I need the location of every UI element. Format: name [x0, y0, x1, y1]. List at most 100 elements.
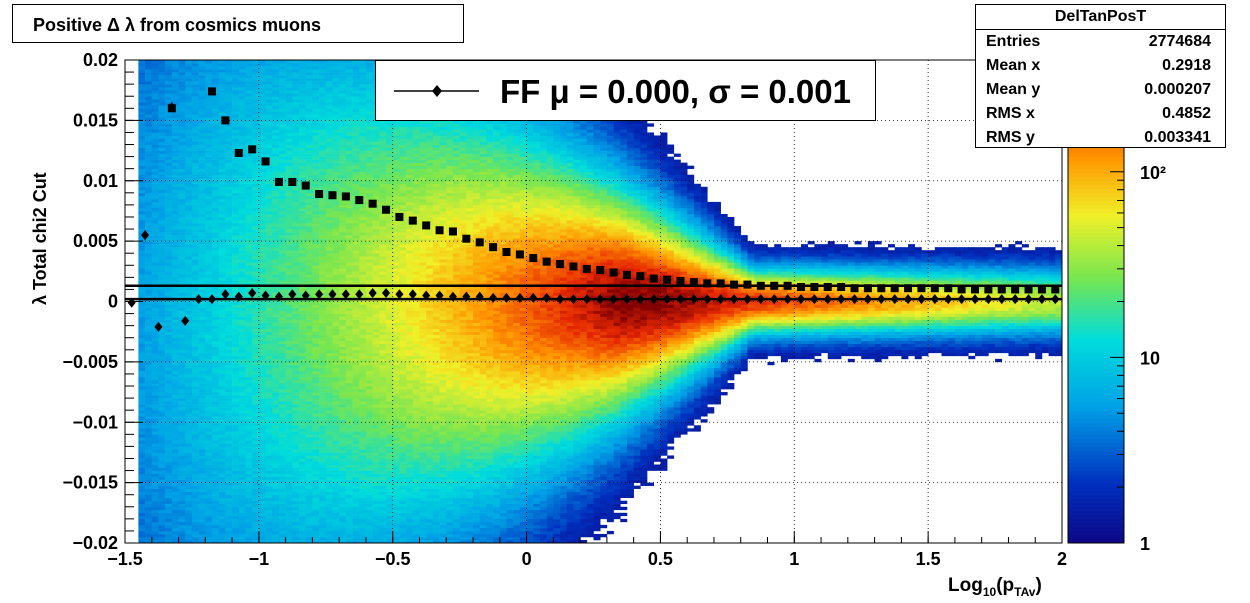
heat-cell [272, 150, 280, 154]
heat-cell [158, 177, 166, 182]
heat-cell [312, 207, 320, 212]
heat-cell [319, 325, 327, 329]
heat-cell [145, 210, 153, 215]
heat-cell [151, 72, 159, 76]
heat-cell [198, 458, 206, 462]
heat-cell [245, 452, 253, 456]
heat-cell [272, 216, 280, 221]
heat-cell [272, 319, 280, 323]
heat-cell [319, 144, 327, 148]
heat-cell [258, 274, 266, 278]
heat-cell [191, 123, 199, 127]
heat-cell [339, 150, 347, 154]
heat-cell [265, 165, 273, 169]
heat-cell [339, 238, 347, 242]
heat-cell [285, 539, 293, 544]
heat-cell [272, 325, 280, 329]
heat-cell [225, 494, 233, 499]
heat-cell [305, 370, 313, 375]
heat-cell [225, 512, 233, 517]
heat-cell [252, 268, 260, 272]
heat-cell [145, 114, 153, 118]
heat-cell [285, 204, 293, 209]
heat-cell [225, 536, 233, 541]
heat-cell [165, 340, 173, 345]
heat-cell [305, 395, 313, 399]
heat-cell [245, 250, 253, 254]
heat-cell [151, 452, 159, 456]
heat-cell [178, 96, 186, 100]
heat-cell [332, 515, 340, 520]
heat-cell [205, 494, 213, 499]
heat-cell [245, 464, 253, 468]
heat-cell [165, 156, 173, 160]
heat-cell [325, 331, 333, 336]
heat-cell [285, 383, 293, 387]
heat-cell [252, 428, 260, 432]
heat-cell [299, 494, 306, 499]
heat-cell [212, 488, 219, 492]
heat-cell [245, 177, 253, 182]
heat-cell [158, 383, 166, 387]
heat-cell [258, 455, 266, 459]
heat-cell [185, 93, 193, 97]
heat-cell [165, 63, 173, 67]
heat-cell [171, 168, 179, 172]
heat-cell [252, 204, 260, 209]
heat-cell [292, 533, 300, 538]
heat-cell [265, 527, 273, 532]
heat-cell [238, 123, 246, 127]
heat-cell [339, 500, 347, 505]
heat-cell [218, 383, 226, 387]
heat-cell [205, 292, 213, 296]
heat-cell [138, 274, 146, 278]
heat-cell [278, 431, 286, 435]
heat-cell [232, 443, 240, 447]
heat-cell [171, 195, 179, 200]
heat-cell [212, 352, 219, 357]
heat-cell [218, 530, 226, 535]
heat-cell [332, 60, 340, 64]
heat-cell [151, 370, 159, 375]
heat-cell [332, 379, 340, 384]
heat-cell [165, 304, 173, 308]
heat-cell [232, 99, 240, 103]
heat-cell [299, 398, 306, 402]
heat-cell [325, 404, 333, 408]
heat-cell [138, 407, 146, 411]
heat-cell [258, 192, 266, 197]
heat-cell [178, 440, 186, 444]
heat-cell [191, 434, 199, 438]
heat-cell [218, 232, 226, 236]
heat-cell [232, 280, 240, 284]
heat-cell [145, 373, 153, 378]
heat-cell [205, 126, 213, 130]
heat-cell [191, 494, 199, 499]
heat-cell [198, 99, 206, 103]
heat-cell [185, 207, 193, 212]
heat-cell [205, 410, 213, 414]
heat-cell [178, 422, 186, 426]
heat-cell [151, 301, 159, 305]
heat-cell [212, 539, 219, 544]
heat-cell [185, 180, 193, 185]
heat-cell [319, 367, 327, 372]
heat-cell [265, 325, 273, 329]
heat-cell [312, 253, 320, 257]
heat-cell [299, 189, 306, 194]
heat-cell [158, 253, 166, 257]
heat-cell [138, 262, 146, 266]
heat-cell [319, 500, 327, 505]
heat-cell [299, 84, 306, 88]
heat-cell [299, 241, 306, 245]
heat-cell [272, 81, 280, 85]
heat-cell [191, 428, 199, 432]
heat-cell [319, 271, 327, 275]
heat-cell [158, 401, 166, 405]
heat-cell [232, 69, 240, 73]
heat-cell [232, 358, 240, 363]
heat-cell [165, 201, 173, 206]
heat-cell [178, 349, 186, 354]
heat-cell [319, 352, 327, 357]
heat-cell [151, 395, 159, 399]
